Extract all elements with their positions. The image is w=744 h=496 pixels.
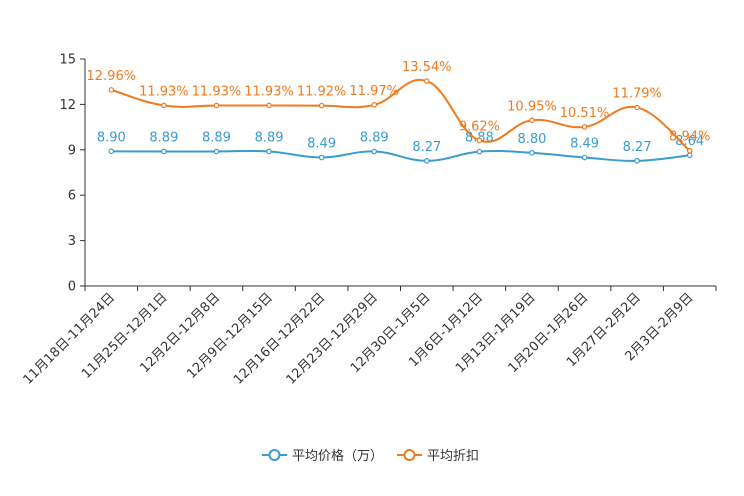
data-label: 8.89 xyxy=(360,130,389,145)
data-label: 11.93% xyxy=(192,84,242,99)
data-point xyxy=(213,148,220,155)
data-label: 8.89 xyxy=(149,130,178,145)
legend-item-1[interactable]: 平均价格（万） xyxy=(262,448,383,464)
data-point xyxy=(318,154,325,161)
y-tick-label: 9 xyxy=(68,143,76,158)
data-label: 8.49 xyxy=(307,137,336,152)
data-point xyxy=(529,150,535,156)
data-label: 11.93% xyxy=(139,84,189,99)
data-label: 13.54% xyxy=(402,60,452,75)
data-point xyxy=(371,148,378,155)
data-point xyxy=(161,102,167,109)
data-point xyxy=(634,104,640,111)
data-point xyxy=(371,102,378,108)
x-tick-label: 12月23日-12月29日 xyxy=(284,290,381,387)
data-point xyxy=(423,78,430,84)
legend-label: 平均折扣 xyxy=(427,449,479,464)
data-point xyxy=(476,148,483,155)
data-point xyxy=(108,148,115,155)
data-point xyxy=(634,158,640,164)
data-label: 8.90 xyxy=(97,130,126,145)
series-1: 8.908.898.898.898.498.898.278.888.808.49… xyxy=(97,130,704,164)
legend-marker xyxy=(268,449,281,461)
data-point xyxy=(581,124,588,130)
data-point xyxy=(161,148,167,155)
series-2: 12.96%11.93% 11.93% 11.93% 11.92% 11.97%13.5… xyxy=(87,60,710,154)
data-label: 8.27 xyxy=(412,140,441,155)
data-label: 8.49 xyxy=(570,137,599,152)
data-label: 8.80 xyxy=(517,132,546,147)
data-point xyxy=(686,152,693,159)
data-label: 11.79% xyxy=(612,87,662,102)
data-point xyxy=(476,137,483,144)
series-line xyxy=(111,149,690,162)
data-label: 8.89 xyxy=(202,130,231,145)
data-label: 8.27 xyxy=(623,140,652,155)
data-point xyxy=(266,102,272,109)
data-point xyxy=(581,154,588,161)
data-label: 9.62% xyxy=(459,119,500,134)
data-label: 8.89 xyxy=(255,130,284,145)
y-tick-label: 15 xyxy=(59,53,76,68)
axes: 0369121511月18日-11月24日11月25日-12月1日12月2日-1… xyxy=(21,53,717,388)
data-point xyxy=(108,87,115,93)
data-label: 12.96% xyxy=(87,69,137,84)
data-point xyxy=(318,102,325,109)
legend[interactable]: 平均价格（万） 平均折扣 xyxy=(262,448,479,464)
y-tick-label: 6 xyxy=(68,189,76,204)
y-tick-label: 12 xyxy=(59,98,76,113)
data-point xyxy=(266,148,272,155)
y-tick-label: 0 xyxy=(68,280,76,295)
legend-marker xyxy=(403,449,416,461)
data-point xyxy=(423,158,430,164)
data-label: 10.95% xyxy=(507,99,557,114)
legend-item-2[interactable]: 平均折扣 xyxy=(397,449,479,464)
data-label: 11.97% xyxy=(349,84,399,99)
data-point xyxy=(213,102,220,109)
series-group: 8.908.898.898.898.498.898.278.888.808.49… xyxy=(87,60,710,164)
y-tick-label: 3 xyxy=(68,234,76,249)
data-label: 11.92% xyxy=(297,85,347,100)
x-tick-label: 12月16日-12月22日 xyxy=(231,290,328,387)
data-point xyxy=(529,117,535,124)
data-point xyxy=(686,147,693,154)
data-label: 8.94% xyxy=(669,130,710,145)
data-label: 11.93% xyxy=(244,84,294,99)
data-label: 8.64 xyxy=(675,134,704,149)
x-tick-label: 11月18日-11月24日 xyxy=(21,290,118,387)
data-label: 10.51% xyxy=(560,106,610,121)
legend-label: 平均价格（万） xyxy=(292,448,383,464)
